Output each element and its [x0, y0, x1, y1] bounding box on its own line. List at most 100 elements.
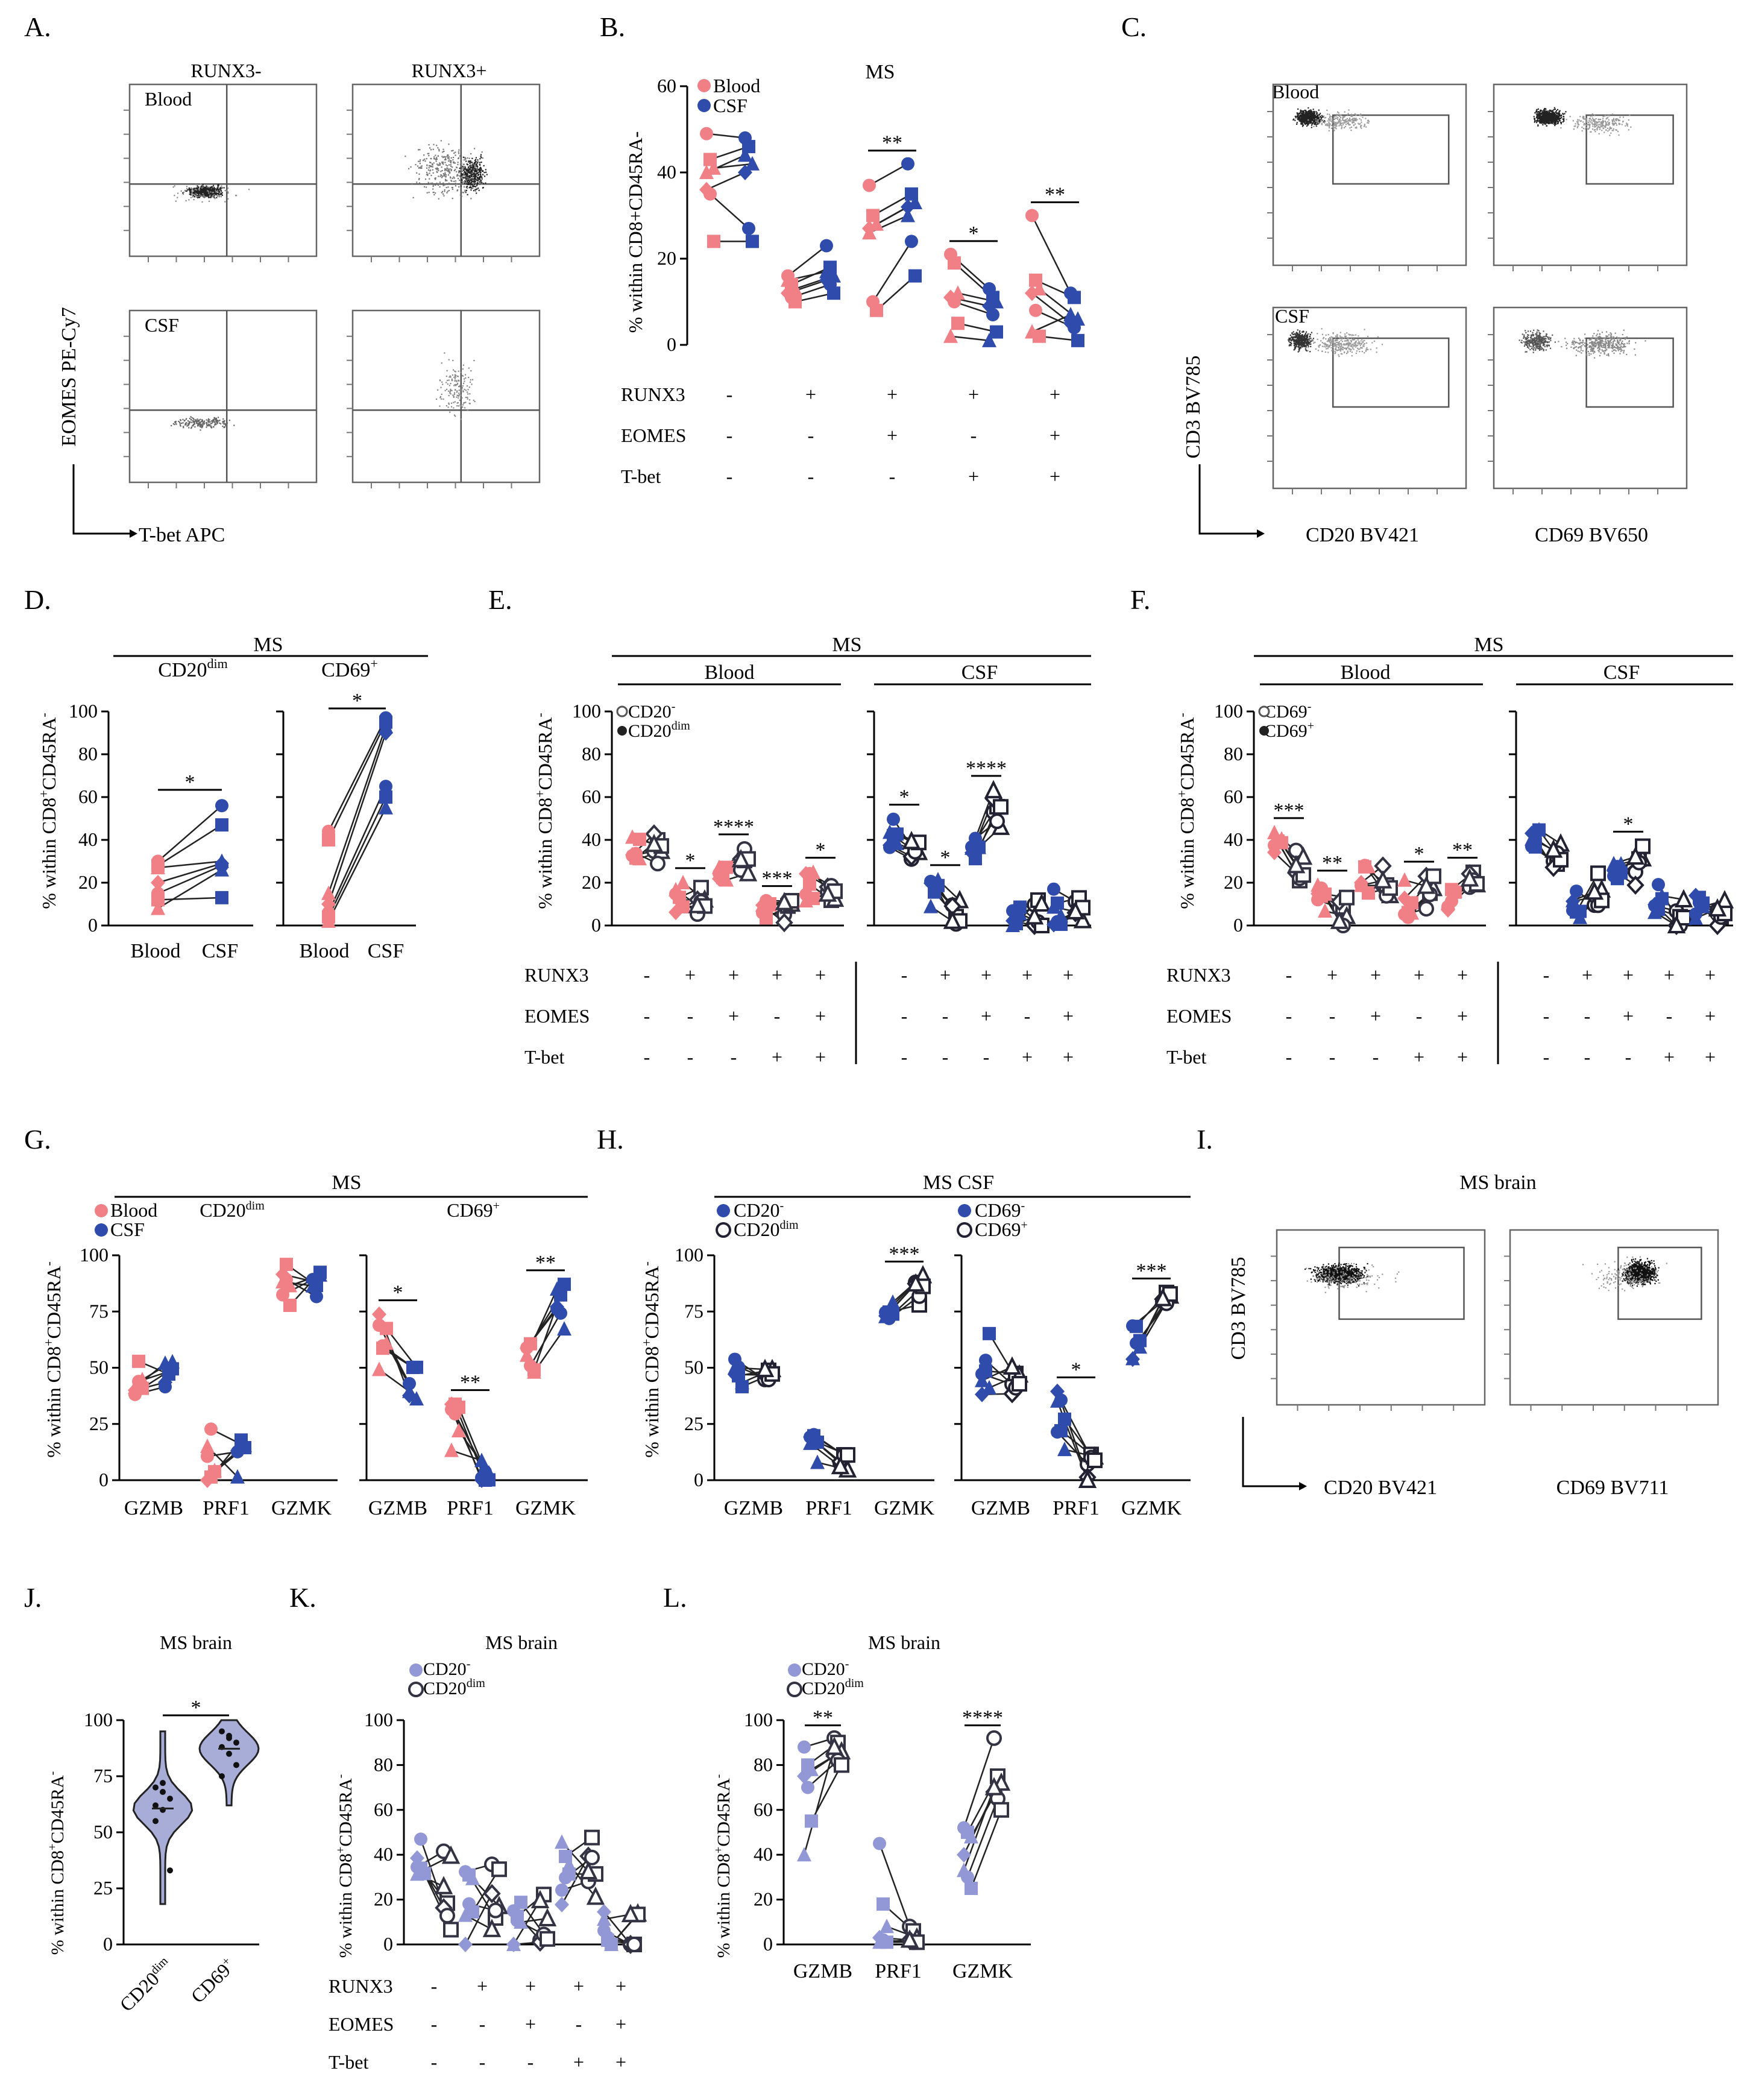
k-legend-cd20dim: CD20dim: [423, 1677, 485, 1698]
b-cat0-a-point-0: [700, 127, 713, 140]
h-legend-cd20minus: CD20-: [734, 1199, 784, 1221]
b-cat0-a-point-4: [703, 187, 717, 201]
g-cd69-cat2-b-point-6: [550, 1281, 564, 1296]
e-row-1-csf-4: +: [1063, 1005, 1074, 1027]
d-cd69-link-1: [327, 722, 387, 840]
h-ylabel-sup1: +: [639, 1339, 654, 1346]
b-cat3-b-point-6: [982, 332, 996, 347]
e-ylabel-a: % within CD8: [534, 798, 556, 909]
h-cd69-cat1-b-point-5: [1087, 1452, 1103, 1469]
k-cat2-a-point-4: [511, 1914, 524, 1928]
b-row-2-col-0: -: [726, 465, 733, 487]
d-cd20-link-1: [157, 824, 222, 866]
b-cat4-a-point-6: [1025, 324, 1039, 339]
a-title-runx3-minus: RUNX3-: [190, 60, 261, 81]
j-cd20dim-point-3: [153, 1802, 159, 1809]
d-sub-cd20dim: CD20dim: [158, 656, 227, 681]
j-cd69-violin: [198, 1719, 260, 1806]
g-y-tick-label-0: 0: [99, 1469, 109, 1490]
l-cat0-a-point-0: [798, 1740, 811, 1754]
i-title-msbrain: MS brain: [1459, 1171, 1537, 1194]
i-cd69-events: [1582, 1256, 1667, 1291]
e-leg-b-sup: dim: [672, 719, 691, 733]
e-csf-cat0-b-point-6: [902, 830, 921, 850]
f-ylabel-b: CD45RA: [1176, 717, 1198, 790]
a-blood-runx3neg-frame: [128, 83, 318, 257]
k-row-2-col-4: +: [615, 2051, 626, 2073]
k-cat4-a-point-5: [605, 1938, 618, 1951]
i-cd20-frame: [1276, 1229, 1486, 1406]
k-row-2-col-3: +: [573, 2051, 584, 2073]
l-cat2-b-point-0: [986, 1730, 1002, 1746]
g-cd20-cat1-a-point-6: [200, 1438, 215, 1453]
k-row-2-col-0: -: [431, 2051, 438, 2073]
h-cd20-cat0-a-point-6: [728, 1360, 742, 1375]
g-cd20-cat2-b-point-6: [306, 1278, 320, 1293]
h-x2-label-0: GZMB: [971, 1497, 1030, 1519]
k-cat0-a-point-6: [410, 1866, 424, 1881]
l-ylabel-a: % within CD8: [714, 1853, 734, 1958]
l-ylabel: % within CD8+CD45RA-: [712, 1774, 734, 1958]
b-legend-blood-marker: [697, 79, 711, 92]
j-y-tick-label-25: 25: [93, 1877, 113, 1899]
f-legend-b-marker: [1259, 726, 1269, 736]
g-sub-b-sup: +: [493, 1199, 500, 1212]
g-ylabel: % within CD8+CD45RA-: [41, 1261, 65, 1458]
h-y-tick-label-0: 0: [694, 1469, 703, 1490]
g-x2-label-2: GZMK: [515, 1497, 576, 1519]
e-ylabel-sup1: +: [532, 790, 547, 797]
g-y-tick-label-50: 50: [89, 1357, 109, 1378]
f-csf-cat3-a-point-5: [1655, 892, 1669, 906]
b-y-tick-label-0: 0: [667, 333, 676, 355]
h-cd69-cat2-a-point-6: [1125, 1351, 1140, 1366]
e-row-1-csf-1: -: [942, 1005, 949, 1027]
k-ylabel: % within CD8+CD45RA-: [334, 1774, 356, 1958]
b-cat0-a-point-5: [707, 235, 720, 248]
e-blood-cat2-b-point-2: [738, 863, 758, 881]
a-csf-runx3neg-events: [171, 416, 235, 431]
d-cd69-csf-pt-6: [379, 799, 393, 815]
e-blood-cat3-b-point-6: [775, 892, 794, 910]
e-blood-cat0-b-point-4: [650, 856, 666, 872]
k-row-0-col-1: +: [477, 1975, 488, 1997]
c-csf-cd69-gate: [1585, 337, 1674, 408]
d-cd20-link-0: [157, 805, 222, 862]
e-row-2-blood-4: +: [815, 1046, 826, 1068]
f-csf-cat2-b-point-6: [1626, 846, 1645, 865]
l-cat0-a-point-6: [797, 1847, 811, 1862]
e-y-tick-label-40: 40: [582, 828, 601, 850]
b-cat2-b-point-6: [901, 207, 915, 222]
f-blood-cat4-a-point-5: [1449, 885, 1462, 899]
h-cd69-cat0-a-point-3: [975, 1386, 989, 1402]
f-csf-cat1-b-point-6: [1585, 881, 1604, 900]
l-cat1-link-0: [878, 1843, 911, 1927]
b-cat2-b-point-4: [905, 235, 918, 248]
i-cd69-gate: [1617, 1246, 1702, 1320]
e-row-2-csf-1: -: [942, 1046, 949, 1068]
k-cat2-a-point-6: [506, 1937, 521, 1951]
h-leg-c-sup: -: [1021, 1199, 1025, 1212]
f-sub-csf: CSF: [1604, 661, 1640, 684]
b-cat3-a-point-5: [951, 317, 965, 330]
d-cd69-link-4: [327, 786, 387, 913]
h-cd69-cat2-b-point-6: [1153, 1288, 1172, 1307]
k-cat1-a-point-3: [458, 1937, 473, 1952]
panel-label-c: C.: [1121, 11, 1147, 42]
b-sig-4-stars: **: [1045, 184, 1065, 206]
g-sub-cd20dim: CD20dim: [200, 1199, 265, 1221]
i-axis-arrow-head: [1299, 1482, 1307, 1490]
b-cat3-a-point-4: [948, 295, 961, 309]
f-row-1-csf-2: +: [1623, 1005, 1634, 1027]
f-sub-blood: Blood: [1340, 661, 1390, 684]
d-cd69-link-3: [327, 733, 387, 904]
l-cat2-b-point-6: [984, 1777, 1004, 1796]
h-leg-d: CD69: [975, 1219, 1021, 1240]
b-cat2-a-point-0: [863, 178, 876, 192]
h-legend-cd20dim: CD20dim: [734, 1219, 799, 1240]
k-cat1-a-point-2: [465, 1870, 480, 1885]
g-x2-label-1: PRF1: [447, 1497, 494, 1519]
b-cat1-a-point-5: [788, 295, 802, 309]
e-row-0-blood-2: +: [728, 964, 739, 986]
f-row-label-2: T-bet: [1166, 1046, 1206, 1068]
g-cd69-cat2-a-point-6: [520, 1347, 534, 1362]
